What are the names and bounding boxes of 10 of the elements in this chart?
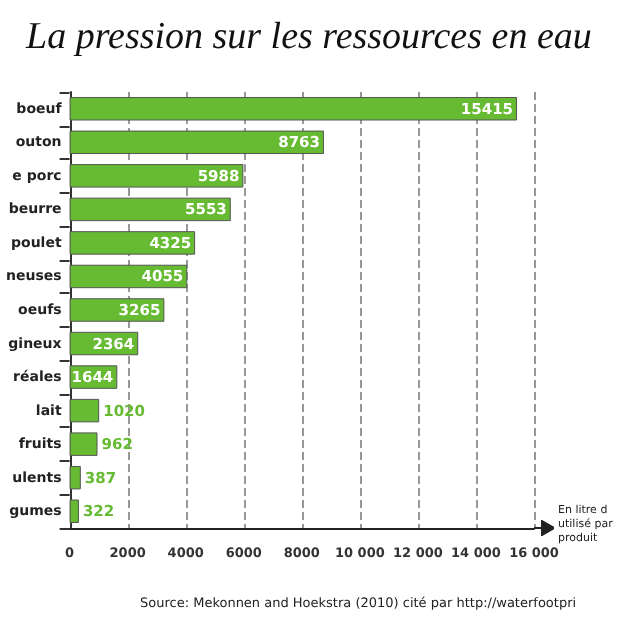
bar — [69, 97, 518, 121]
chart-title: La pression sur les ressources en eau — [24, 16, 592, 58]
bar — [69, 164, 244, 188]
bar — [69, 231, 196, 255]
bar — [69, 465, 81, 490]
bar — [69, 197, 231, 222]
bar — [69, 398, 100, 423]
bar — [69, 130, 324, 155]
bar — [69, 499, 79, 523]
bar — [69, 432, 98, 456]
